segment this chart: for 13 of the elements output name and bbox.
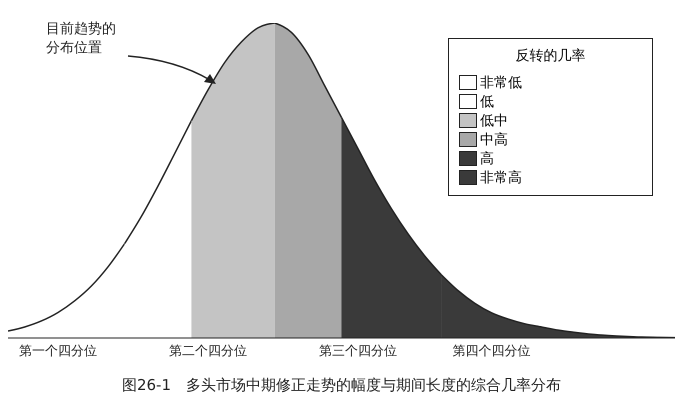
x-tick-label: 第三个四分位	[319, 344, 398, 360]
x-tick-label: 第二个四分位	[169, 344, 248, 360]
legend-label: 中高	[480, 130, 508, 148]
legend-title: 反转的几率	[514, 47, 586, 65]
legend-label: 非常低	[480, 74, 522, 92]
legend-label: 低	[480, 92, 494, 110]
legend-label: 高	[480, 150, 494, 168]
x-tick-label: 第一个四分位	[19, 344, 98, 360]
x-tick-label: 第四个四分位	[452, 344, 531, 360]
legend-label: 低中	[480, 112, 508, 130]
legend-label: 非常高	[480, 168, 522, 186]
annotation: 目前趋势的分布位置	[46, 20, 117, 58]
text: 图26-1 多头市场中期修正走势的幅度与期间长度的综合几率分布	[120, 376, 562, 395]
